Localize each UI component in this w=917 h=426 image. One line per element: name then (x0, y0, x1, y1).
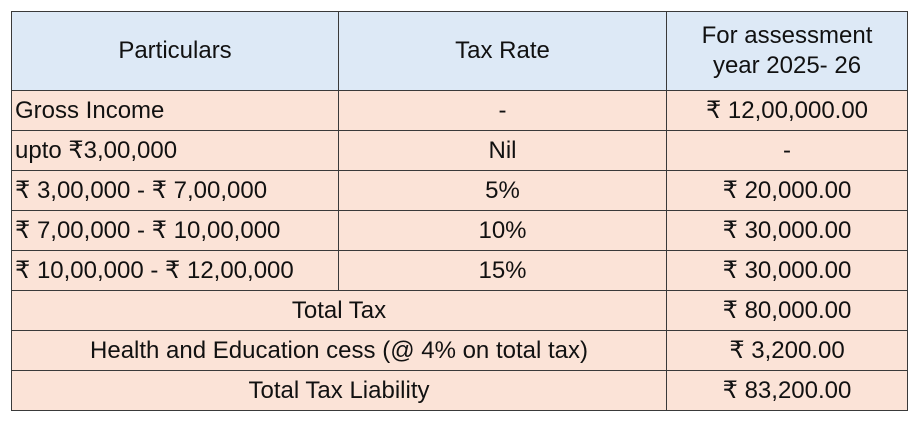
header-row: Particulars Tax Rate For assessment year… (11, 11, 908, 91)
header-cell: For assessment year 2025- 26 (666, 11, 908, 91)
table-row: ₹ 7,00,000 - ₹ 10,00,000 10% ₹ 30,000.00 (11, 210, 908, 251)
table-cell: Total Tax Liability (11, 370, 667, 411)
table-cell: Health and Education cess (@ 4% on total… (11, 330, 667, 371)
table-body: Gross Income - ₹ 12,00,000.00 upto ₹3,00,00… (11, 90, 908, 411)
table-row: ₹ 3,00,000 - ₹ 7,00,000 5% ₹ 20,000.00 (11, 170, 908, 211)
tax-table: Particulars Tax Rate For assessment year… (11, 11, 908, 411)
table-cell: - (666, 130, 908, 171)
table-cell: ₹ 83,200.00 (666, 370, 908, 411)
table-cell: upto ₹3,00,000 (11, 130, 339, 171)
table-cell: ₹ 20,000.00 (666, 170, 908, 211)
table-header: Particulars Tax Rate For assessment year… (11, 11, 908, 91)
table-row: upto ₹3,00,000 Nil - (11, 130, 908, 171)
table-row: Total Tax ₹ 80,000.00 (11, 290, 908, 331)
table-row: ₹ 10,00,000 - ₹ 12,00,000 15% ₹ 30,000.00 (11, 250, 908, 291)
table-cell: ₹ 3,200.00 (666, 330, 908, 371)
table-row: Total Tax Liability ₹ 83,200.00 (11, 370, 908, 411)
table-cell: 15% (338, 250, 667, 291)
table-row: Gross Income - ₹ 12,00,000.00 (11, 90, 908, 131)
table-cell: ₹ 3,00,000 - ₹ 7,00,000 (11, 170, 339, 211)
header-cell: Particulars (11, 11, 339, 91)
table-cell: ₹ 30,000.00 (666, 250, 908, 291)
table-row: Health and Education cess (@ 4% on total… (11, 330, 908, 371)
table-cell: ₹ 30,000.00 (666, 210, 908, 251)
table-cell: Gross Income (11, 90, 339, 131)
table-cell: Total Tax (11, 290, 667, 331)
table-cell: - (338, 90, 667, 131)
table-cell: ₹ 7,00,000 - ₹ 10,00,000 (11, 210, 339, 251)
table-cell: ₹ 80,000.00 (666, 290, 908, 331)
table-cell: ₹ 10,00,000 - ₹ 12,00,000 (11, 250, 339, 291)
table-cell: 5% (338, 170, 667, 211)
table-cell: Nil (338, 130, 667, 171)
table-cell: 10% (338, 210, 667, 251)
header-cell: Tax Rate (338, 11, 667, 91)
table-cell: ₹ 12,00,000.00 (666, 90, 908, 131)
